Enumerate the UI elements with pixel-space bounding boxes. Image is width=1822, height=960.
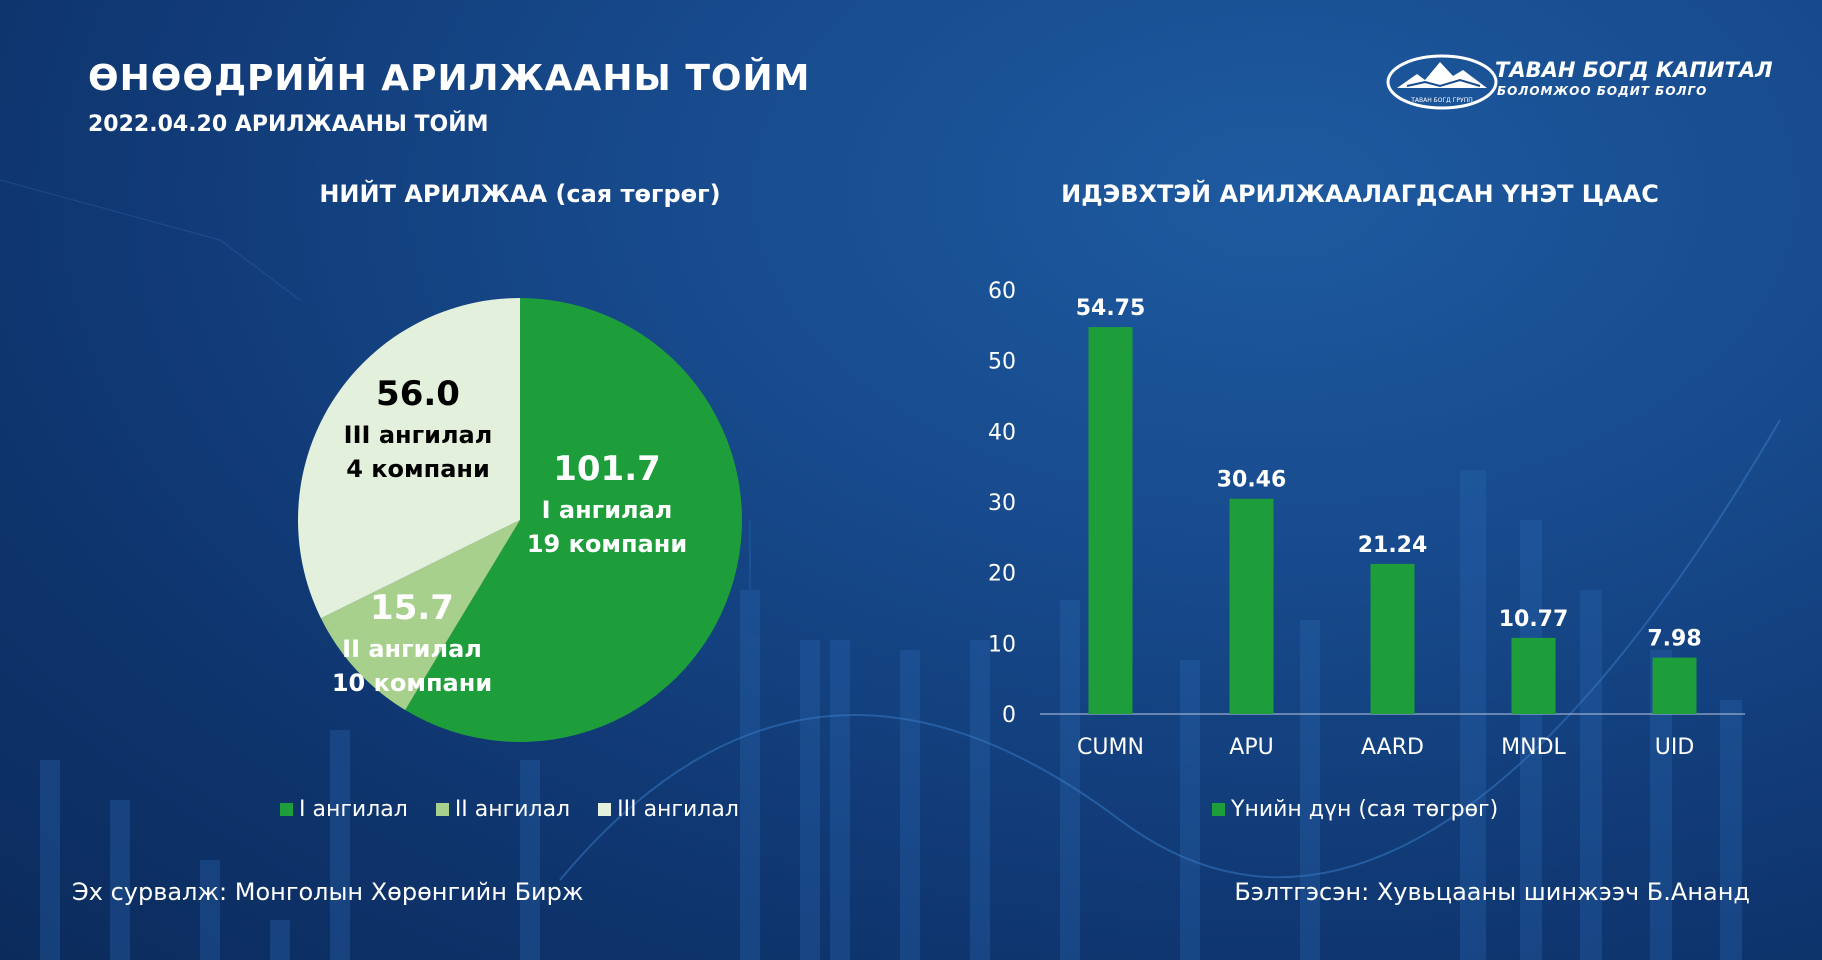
- bar-value-label: 10.77: [1499, 607, 1569, 632]
- logo-seal-text: ТАВАН БОГД ГРУПП: [1410, 97, 1472, 104]
- legend-label: III ангилал: [617, 797, 739, 822]
- pie-chart: 101.7 I ангилал 19 компани 15.7 II ангилал 10…: [298, 298, 742, 742]
- pie-slice: [320, 520, 520, 711]
- bar-value-label: 54.75: [1076, 296, 1146, 321]
- pie-category-label: III ангилал: [344, 421, 493, 449]
- legend-item-class-2: II ангилал: [435, 797, 571, 822]
- pie-value-label: 15.7: [370, 588, 454, 628]
- x-tick-label: CUMN: [1077, 735, 1144, 760]
- pie-category-label: I ангилал: [542, 496, 673, 524]
- pie-legend: I ангилал II ангилал III ангилал: [280, 797, 767, 822]
- legend-item-value: Үнийн дүн (сая төгрөг): [1212, 797, 1498, 822]
- pie-value-label: 101.7: [553, 449, 661, 489]
- bar: [1088, 327, 1133, 714]
- bar-chart-title: ИДЭВХТЭЙ АРИЛЖААЛАГДСАН ҮНЭТ ЦААС: [1061, 180, 1659, 208]
- logo-name: ТАВАН БОГД КАПИТАЛ: [1495, 58, 1773, 82]
- bar-legend: Үнийн дүн (сая төгрөг): [1212, 797, 1526, 822]
- legend-swatch: [598, 803, 612, 816]
- x-tick-label: APU: [1229, 735, 1273, 760]
- bar-value-label: 7.98: [1647, 627, 1701, 652]
- y-tick-label: 30: [988, 491, 1016, 516]
- page-subtitle: 2022.04.20 АРИЛЖААНЫ ТОЙМ: [88, 112, 489, 137]
- legend-swatch: [280, 803, 293, 816]
- pie-count-label: 10 компани: [332, 669, 492, 697]
- bar: [1229, 498, 1274, 714]
- pie-slice: [298, 298, 520, 619]
- y-tick-label: 20: [988, 562, 1016, 587]
- prepared-by-note: Бэлтгэсэн: Хувьцааны шинжээч Б.Ананд: [1234, 878, 1750, 906]
- y-tick-label: 60: [988, 279, 1016, 304]
- x-tick-label: AARD: [1361, 735, 1424, 760]
- bar-value-label: 21.24: [1358, 533, 1428, 558]
- legend-label: II ангилал: [454, 797, 571, 822]
- bar: [1370, 563, 1415, 714]
- pie-count-label: 19 компани: [527, 530, 687, 558]
- page-title: ӨНӨӨДРИЙН АРИЛЖААНЫ ТОЙМ: [88, 58, 811, 99]
- legend-swatch: [435, 803, 449, 816]
- legend-label: I ангилал: [299, 797, 408, 822]
- legend-item-class-1: I ангилал: [280, 797, 408, 822]
- legend-label: Үнийн дүн (сая төгрөг): [1231, 797, 1499, 822]
- company-logo: ТАВАН БОГД ГРУПП: [1386, 54, 1498, 110]
- pie-count-label: 4 компани: [346, 455, 490, 483]
- pie-value-label: 56.0: [376, 374, 460, 414]
- x-tick-label: MNDL: [1501, 735, 1566, 760]
- bar-value-label: 30.46: [1217, 468, 1287, 493]
- bar-chart: 0 10 20 30 40 50 60 54.75 CUMN 30.46 APU 21.24 AARD 1…: [988, 279, 1745, 760]
- source-note: Эх сурвалж: Монголын Хөрөнгийн Бирж: [72, 878, 584, 906]
- pie-chart-title: НИЙТ АРИЛЖАА (сая төгрөг): [319, 180, 721, 208]
- legend-item-class-3: III ангилал: [598, 797, 739, 822]
- pie-category-label: II ангилал: [342, 635, 482, 663]
- y-tick-label: 50: [988, 350, 1016, 375]
- logo-tagline: БОЛОМЖОО БОДИТ БОЛГО: [1497, 84, 1708, 98]
- legend-swatch: [1212, 803, 1225, 816]
- y-tick-label: 10: [988, 632, 1016, 657]
- bar: [1511, 637, 1556, 714]
- pie-slice: [405, 298, 742, 742]
- bar: [1652, 657, 1697, 714]
- y-tick-label: 0: [1002, 703, 1016, 728]
- x-tick-label: UID: [1655, 735, 1695, 760]
- y-tick-label: 40: [988, 420, 1016, 445]
